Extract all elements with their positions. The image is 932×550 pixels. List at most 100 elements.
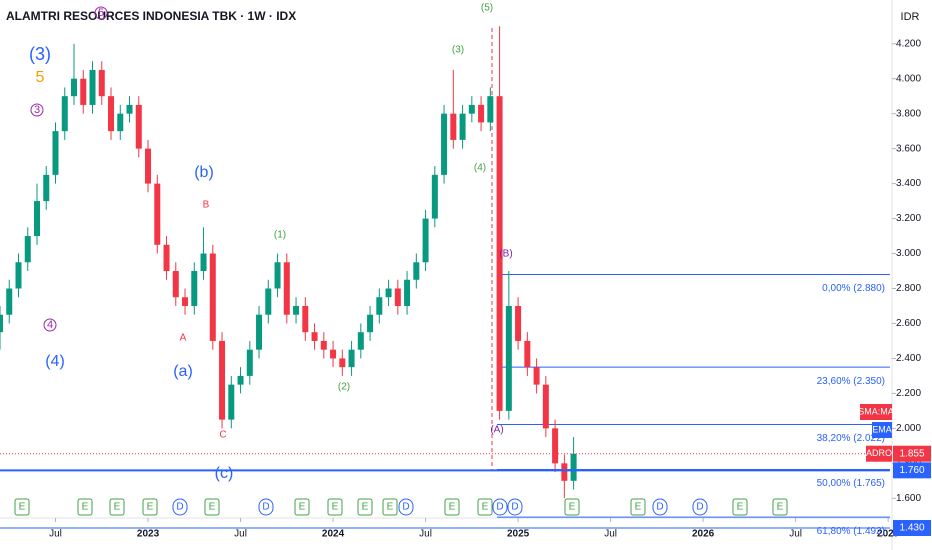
- event-label: E: [635, 502, 642, 513]
- chart-title: ALAMTRI RESOURCES INDONESIA TBK · 1W · I…: [6, 9, 296, 23]
- event-badge: [357, 498, 373, 516]
- candle-body: [468, 104, 475, 114]
- candle-body: [533, 367, 540, 385]
- event-badge: [398, 498, 414, 516]
- candle-body: [561, 463, 568, 481]
- x-tick-label: 2026: [692, 529, 715, 540]
- event-label: E: [147, 502, 154, 513]
- event-label: D: [656, 502, 663, 513]
- candle-body: [376, 297, 383, 315]
- candle-body: [265, 288, 272, 315]
- candle-body: [542, 384, 549, 429]
- event-badge: [564, 498, 580, 516]
- event-label: E: [19, 502, 26, 513]
- candle-body: [126, 104, 133, 114]
- wave-label: (4): [45, 353, 65, 370]
- candle-body: [80, 78, 87, 105]
- candle-body: [34, 201, 41, 237]
- event-badge: [109, 498, 125, 516]
- candle-body: [163, 244, 170, 272]
- event-label: E: [737, 502, 744, 513]
- x-tick-label: 2024: [322, 529, 345, 540]
- candle-body: [357, 332, 364, 350]
- candle-body: [182, 297, 189, 306]
- event-badge: [444, 498, 460, 516]
- candle-body: [348, 349, 355, 368]
- price-tag-label: 1.855: [899, 448, 924, 459]
- event-badge: [652, 498, 668, 516]
- event-label: E: [449, 502, 456, 513]
- candle-body: [6, 288, 13, 315]
- event-badge: [204, 498, 220, 516]
- event-label: E: [299, 502, 306, 513]
- event-badge: [630, 498, 646, 516]
- event-label: E: [387, 502, 394, 513]
- wave-label: (a): [173, 363, 193, 380]
- candle-body: [413, 262, 420, 280]
- candle-body: [515, 305, 522, 341]
- wave-label: (4): [474, 163, 486, 174]
- wave-label: A: [180, 333, 187, 344]
- candle-body: [237, 375, 244, 385]
- x-tick-label: Jul: [49, 529, 62, 540]
- wave-label: 4: [47, 319, 53, 331]
- candle-body: [385, 288, 392, 298]
- candle-body: [89, 69, 96, 105]
- price-tag-label: 1.430: [899, 523, 924, 534]
- event-label: E: [114, 502, 121, 513]
- y-tick-label: 2.400: [896, 353, 921, 364]
- candle-body: [478, 104, 485, 123]
- candle-body: [283, 262, 290, 315]
- candle-body: [274, 262, 281, 289]
- candle-body: [496, 96, 503, 411]
- event-badge: [294, 498, 310, 516]
- wave-label: (2): [338, 382, 350, 393]
- candle-body: [200, 253, 207, 272]
- event-badge: [772, 498, 788, 516]
- price-tag-label: 1.760: [899, 465, 924, 476]
- y-tick-label: 4.000: [896, 73, 921, 84]
- wave-label: (b): [194, 164, 214, 181]
- price-tag-box: [893, 462, 931, 479]
- candle-body: [320, 340, 327, 350]
- event-badge: [172, 498, 188, 516]
- price-tag-box: [893, 445, 931, 462]
- candle-body: [228, 384, 235, 420]
- candle-body: [43, 174, 50, 202]
- indicator-tag-box: [860, 404, 892, 420]
- wave-label: (3): [452, 45, 464, 56]
- candle-body: [256, 314, 263, 350]
- x-tick-label: Jul: [234, 529, 247, 540]
- candle-body: [552, 428, 559, 464]
- fib-label: 38,20% (2.022): [817, 433, 885, 444]
- wave-label: (5): [481, 3, 493, 14]
- event-badge: [258, 498, 274, 516]
- x-tick-label: 2025: [507, 529, 530, 540]
- event-label: E: [569, 502, 576, 513]
- wave-label: B: [203, 200, 210, 211]
- candle-body: [394, 288, 401, 306]
- event-badge: [14, 498, 30, 516]
- symbol-tag: ADRO: [866, 448, 892, 458]
- y-tick-label: 3.200: [896, 213, 921, 224]
- y-tick-label: 2.000: [896, 423, 921, 434]
- y-tick-label: 2.600: [896, 318, 921, 329]
- candle-body: [98, 69, 105, 97]
- x-tick-label: Jul: [604, 529, 617, 540]
- event-label: E: [362, 502, 369, 513]
- event-badge: [77, 498, 93, 516]
- wave-label: 5: [98, 7, 104, 19]
- candle-body: [246, 349, 253, 376]
- candle-body: [15, 262, 22, 289]
- indicator-tag: SMA:MA: [858, 406, 894, 416]
- event-label: D: [511, 502, 518, 513]
- candle-body: [339, 358, 346, 368]
- candle-body: [431, 174, 438, 219]
- event-label: D: [176, 502, 183, 513]
- fib-label: 0,00% (2.880): [822, 283, 885, 294]
- candle-body: [367, 314, 374, 333]
- candle-body: [524, 340, 531, 368]
- candle-body: [0, 314, 3, 333]
- y-tick-label: 3.600: [896, 143, 921, 154]
